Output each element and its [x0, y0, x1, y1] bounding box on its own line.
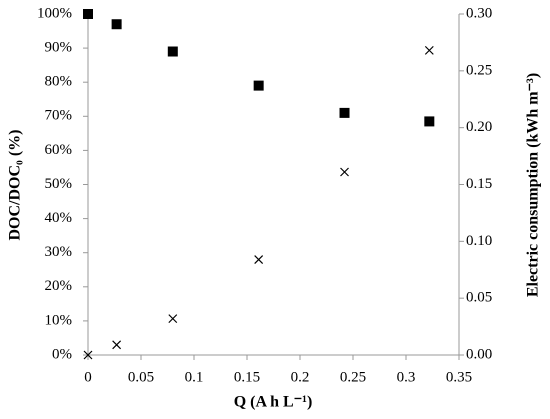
square-marker — [424, 116, 435, 127]
x-tick-label: 0.35 — [446, 369, 472, 385]
y2-tick-label: 0.25 — [466, 62, 492, 78]
y2-tick-label: 0.10 — [466, 233, 492, 249]
x-marker — [340, 167, 349, 177]
y2-axis-title: Electric consumption (kWh m⁻³) — [525, 73, 542, 297]
square-marker — [253, 80, 264, 91]
y2-tick-label: 0.20 — [466, 119, 492, 135]
x-marker — [424, 45, 434, 55]
x-tick-label: 0.25 — [340, 369, 366, 385]
y-tick-label: 70% — [45, 108, 73, 124]
x-marker — [83, 350, 93, 360]
y-tick-label: 50% — [45, 176, 73, 192]
y2-tick-label: 0.05 — [466, 290, 492, 306]
y-tick-label: 10% — [45, 312, 73, 328]
x-tick-label: 0.2 — [291, 369, 310, 385]
x-axis-title: Q (A h L⁻¹) — [234, 394, 313, 411]
y-tick-label: 30% — [45, 244, 73, 260]
square-marker — [83, 9, 93, 19]
square-marker — [111, 19, 122, 30]
y-tick-label: 40% — [45, 210, 73, 226]
square-marker — [339, 107, 350, 118]
x-tick-label: 0.05 — [128, 369, 154, 385]
x-marker — [254, 255, 264, 264]
y-tick-label: 90% — [45, 40, 73, 56]
x-tick-label: 0.3 — [397, 369, 416, 385]
y-tick-label: 0% — [52, 346, 72, 362]
y-axis-title: DOC/DOC₀ (%) — [7, 129, 24, 240]
x-marker — [112, 340, 122, 350]
x-tick-label: 0.15 — [234, 369, 260, 385]
y-tick-label: 20% — [45, 278, 73, 294]
square-marker — [167, 46, 178, 57]
x-tick-label: 0.1 — [185, 369, 204, 385]
y2-tick-label: 0.15 — [466, 176, 492, 192]
y2-tick-label: 0.00 — [466, 346, 492, 362]
x-marker — [168, 314, 178, 324]
y-tick-label: 60% — [45, 142, 73, 158]
x-tick-label: 0 — [84, 369, 92, 385]
y2-tick-label: 0.30 — [466, 5, 492, 21]
y-tick-label: 100% — [37, 5, 72, 21]
y-tick-label: 80% — [45, 74, 73, 90]
